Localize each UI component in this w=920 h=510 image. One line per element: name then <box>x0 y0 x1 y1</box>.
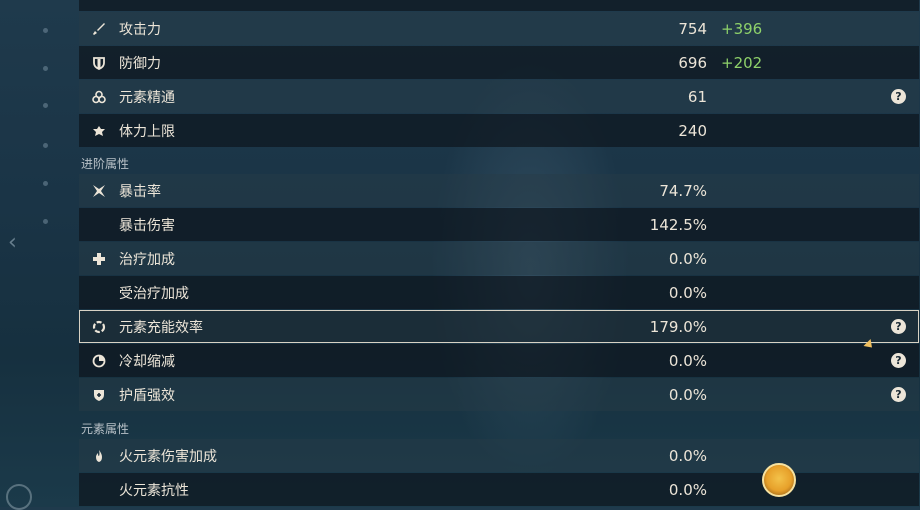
stat-value: 74.7% <box>659 181 707 200</box>
crit-rate-icon <box>91 183 107 199</box>
stat-label: 元素精通 <box>119 89 175 106</box>
stat-label: 元素充能效率 <box>119 319 203 336</box>
stat-row-cd-reduction[interactable]: 冷却缩减 0.0% ? <box>79 344 919 377</box>
stat-row-elemental-mastery[interactable]: 元素精通 61 ? <box>79 80 919 113</box>
stat-label: 火元素伤害加成 <box>119 448 217 465</box>
stats-panel: 攻击力 754 +396 防御力 696 +202 元素精通 61 ? 体力上限… <box>79 0 919 507</box>
stat-row-crit-dmg[interactable]: 暴击伤害 142.5% <box>79 208 919 241</box>
nav-dot <box>43 143 48 148</box>
sword-icon <box>91 21 107 37</box>
section-header-advanced: 进阶属性 <box>81 157 130 171</box>
menu-grid-icon[interactable] <box>6 484 32 510</box>
stat-row-incoming-healing[interactable]: 受治疗加成 0.0% <box>79 276 919 309</box>
stat-row-partial <box>79 0 919 11</box>
stat-label: 火元素抗性 <box>119 482 189 499</box>
nav-dot <box>43 219 48 224</box>
nav-dot <box>43 103 48 108</box>
help-icon[interactable]: ? <box>891 353 906 368</box>
shield-strength-icon <box>91 387 107 403</box>
healing-cross-icon <box>91 251 107 267</box>
stat-value: 0.0% <box>668 480 707 499</box>
elemental-mastery-icon <box>91 89 107 105</box>
stat-row-crit-rate[interactable]: 暴击率 74.7% <box>79 174 919 207</box>
watermark-emblem-icon <box>762 463 796 497</box>
stat-bonus: +396 <box>721 19 763 38</box>
stat-label: 暴击伤害 <box>119 217 175 234</box>
nav-dot <box>43 28 48 33</box>
stamina-icon <box>91 123 107 139</box>
stat-value: 61 <box>687 87 707 106</box>
stat-label: 防御力 <box>119 55 161 72</box>
stat-value: 179.0% <box>649 317 707 336</box>
stat-value: 754 <box>678 19 707 38</box>
stat-row-stamina[interactable]: 体力上限 240 <box>79 114 919 147</box>
shield-icon <box>91 55 107 71</box>
stat-bonus: +202 <box>721 53 763 72</box>
stat-value: 240 <box>678 121 707 140</box>
help-icon[interactable]: ? <box>891 319 906 334</box>
section-header-elemental: 元素属性 <box>81 422 130 436</box>
stat-row-shield-strength[interactable]: 护盾强效 0.0% ? <box>79 378 919 411</box>
back-arrow-icon[interactable]: ‹ <box>8 230 17 255</box>
stat-value: 0.0% <box>668 283 707 302</box>
nav-dot <box>43 181 48 186</box>
stat-label: 暴击率 <box>119 183 161 200</box>
stat-label: 护盾强效 <box>119 387 175 404</box>
cooldown-icon <box>91 353 107 369</box>
stat-label: 冷却缩减 <box>119 353 175 370</box>
stat-row-energy-recharge[interactable]: 元素充能效率 179.0% ? <box>79 310 919 343</box>
stat-value: 0.0% <box>668 351 707 370</box>
pyro-icon <box>91 448 107 464</box>
stat-value: 142.5% <box>649 215 707 234</box>
stat-label: 体力上限 <box>119 123 175 140</box>
stat-label: 受治疗加成 <box>119 285 189 302</box>
stat-value: 0.0% <box>668 249 707 268</box>
left-nav: ‹ <box>0 0 80 510</box>
watermark-logo <box>762 463 796 497</box>
stat-value: 0.0% <box>668 446 707 465</box>
stat-label: 治疗加成 <box>119 251 175 268</box>
help-icon[interactable]: ? <box>891 387 906 402</box>
stat-row-atk[interactable]: 攻击力 754 +396 <box>79 12 919 45</box>
stat-value: 0.0% <box>668 385 707 404</box>
nav-dot <box>43 66 48 71</box>
stat-row-healing-bonus[interactable]: 治疗加成 0.0% <box>79 242 919 275</box>
stat-row-def[interactable]: 防御力 696 +202 <box>79 46 919 79</box>
help-icon[interactable]: ? <box>891 89 906 104</box>
stat-label: 攻击力 <box>119 21 161 38</box>
stat-value: 696 <box>678 53 707 72</box>
energy-recharge-icon <box>91 319 107 335</box>
